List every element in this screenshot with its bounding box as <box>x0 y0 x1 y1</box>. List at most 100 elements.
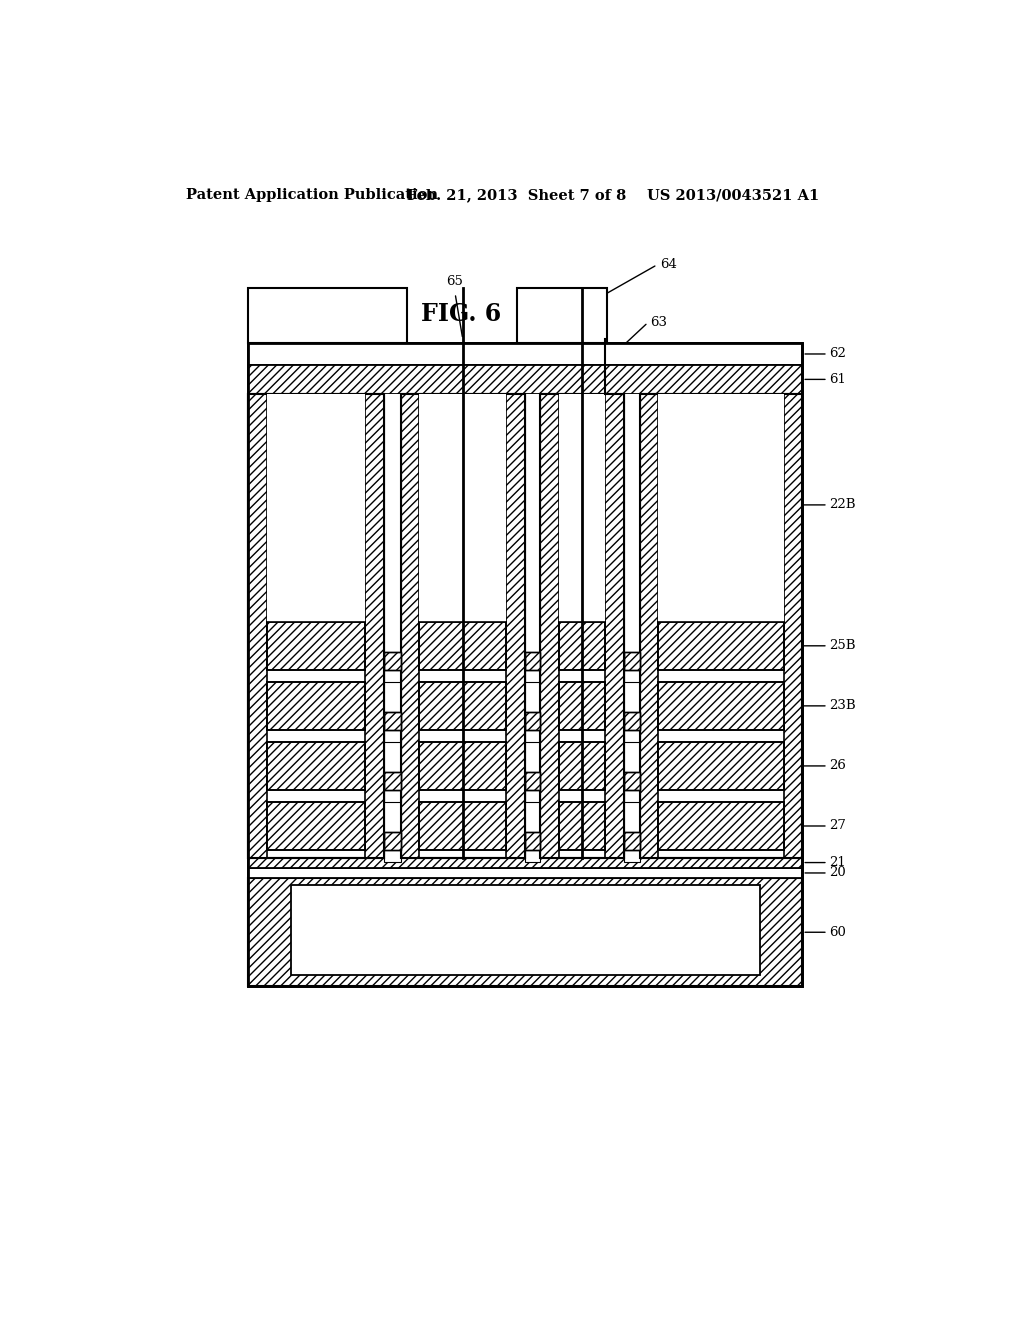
Text: 21: 21 <box>829 857 846 869</box>
Bar <box>248 858 802 867</box>
Bar <box>559 682 605 730</box>
Text: 60: 60 <box>829 925 846 939</box>
Bar <box>658 622 783 669</box>
Bar <box>559 622 605 669</box>
Bar <box>524 652 541 669</box>
Bar <box>384 832 400 850</box>
Bar <box>524 395 541 858</box>
Bar <box>384 850 400 862</box>
Bar <box>400 395 524 858</box>
Bar <box>624 711 640 730</box>
Bar <box>559 742 605 789</box>
Bar <box>384 652 400 669</box>
Bar <box>624 772 640 789</box>
Bar <box>524 850 541 862</box>
Bar <box>248 395 384 858</box>
Bar <box>384 772 400 789</box>
Bar <box>624 832 640 850</box>
Bar <box>248 288 407 343</box>
Bar <box>624 832 640 850</box>
Bar <box>517 288 607 343</box>
Bar <box>420 682 506 730</box>
Bar <box>658 622 783 669</box>
Text: 64: 64 <box>659 259 677 271</box>
Text: 63: 63 <box>650 315 668 329</box>
Bar <box>640 395 658 858</box>
Bar <box>524 711 541 730</box>
Bar <box>266 682 366 730</box>
Bar <box>624 850 640 862</box>
Bar <box>420 742 506 789</box>
Bar <box>420 395 506 622</box>
Bar <box>783 395 802 858</box>
Bar <box>266 742 366 789</box>
Bar <box>624 652 640 669</box>
Bar <box>384 789 400 803</box>
Text: 27: 27 <box>829 820 846 833</box>
Bar <box>658 742 783 789</box>
Bar <box>524 730 541 742</box>
Bar <box>248 867 802 878</box>
Bar <box>420 622 506 669</box>
Bar <box>624 711 640 730</box>
Bar <box>420 682 506 730</box>
Bar <box>384 395 400 858</box>
Bar <box>248 343 802 986</box>
Bar <box>384 669 400 682</box>
Bar <box>248 395 384 858</box>
Bar <box>524 772 541 789</box>
Bar <box>420 803 506 850</box>
Text: BL: BL <box>548 306 575 325</box>
Text: 62: 62 <box>829 347 846 360</box>
Bar <box>658 682 783 730</box>
Bar <box>384 711 400 730</box>
Bar <box>524 832 541 850</box>
Bar <box>291 884 760 975</box>
Text: Feb. 21, 2013  Sheet 7 of 8: Feb. 21, 2013 Sheet 7 of 8 <box>407 189 627 202</box>
Bar <box>384 711 400 730</box>
Bar <box>266 622 366 669</box>
Bar <box>384 772 400 789</box>
Bar <box>624 395 640 858</box>
Bar <box>658 682 783 730</box>
Bar <box>640 395 802 858</box>
Bar <box>420 622 506 669</box>
Bar <box>658 395 783 622</box>
Bar <box>559 803 605 850</box>
Text: 61: 61 <box>829 372 846 385</box>
Bar <box>248 364 802 395</box>
Text: 65: 65 <box>446 275 464 288</box>
Bar <box>658 803 783 850</box>
Bar <box>420 742 506 789</box>
Bar <box>541 395 559 858</box>
Bar <box>541 395 624 858</box>
Bar <box>366 395 384 858</box>
Bar <box>524 789 541 803</box>
Bar <box>384 832 400 850</box>
Bar <box>248 395 266 858</box>
Bar <box>266 803 366 850</box>
Bar <box>506 395 524 858</box>
Bar <box>524 772 541 789</box>
Bar <box>559 742 605 789</box>
Bar <box>400 395 524 858</box>
Bar <box>266 395 366 622</box>
Bar <box>400 395 420 858</box>
Text: 23B: 23B <box>829 700 856 713</box>
Bar <box>624 730 640 742</box>
Bar <box>559 803 605 850</box>
Bar <box>266 682 366 730</box>
Bar <box>624 772 640 789</box>
Text: 22B: 22B <box>829 499 856 511</box>
Bar <box>248 343 802 364</box>
Bar <box>524 711 541 730</box>
Bar <box>524 669 541 682</box>
Text: 20: 20 <box>829 866 846 879</box>
Bar <box>559 622 605 669</box>
Bar <box>266 742 366 789</box>
Bar <box>640 395 802 858</box>
Bar <box>624 652 640 669</box>
Bar <box>248 878 802 986</box>
Bar <box>420 803 506 850</box>
Text: US 2013/0043521 A1: US 2013/0043521 A1 <box>647 189 819 202</box>
